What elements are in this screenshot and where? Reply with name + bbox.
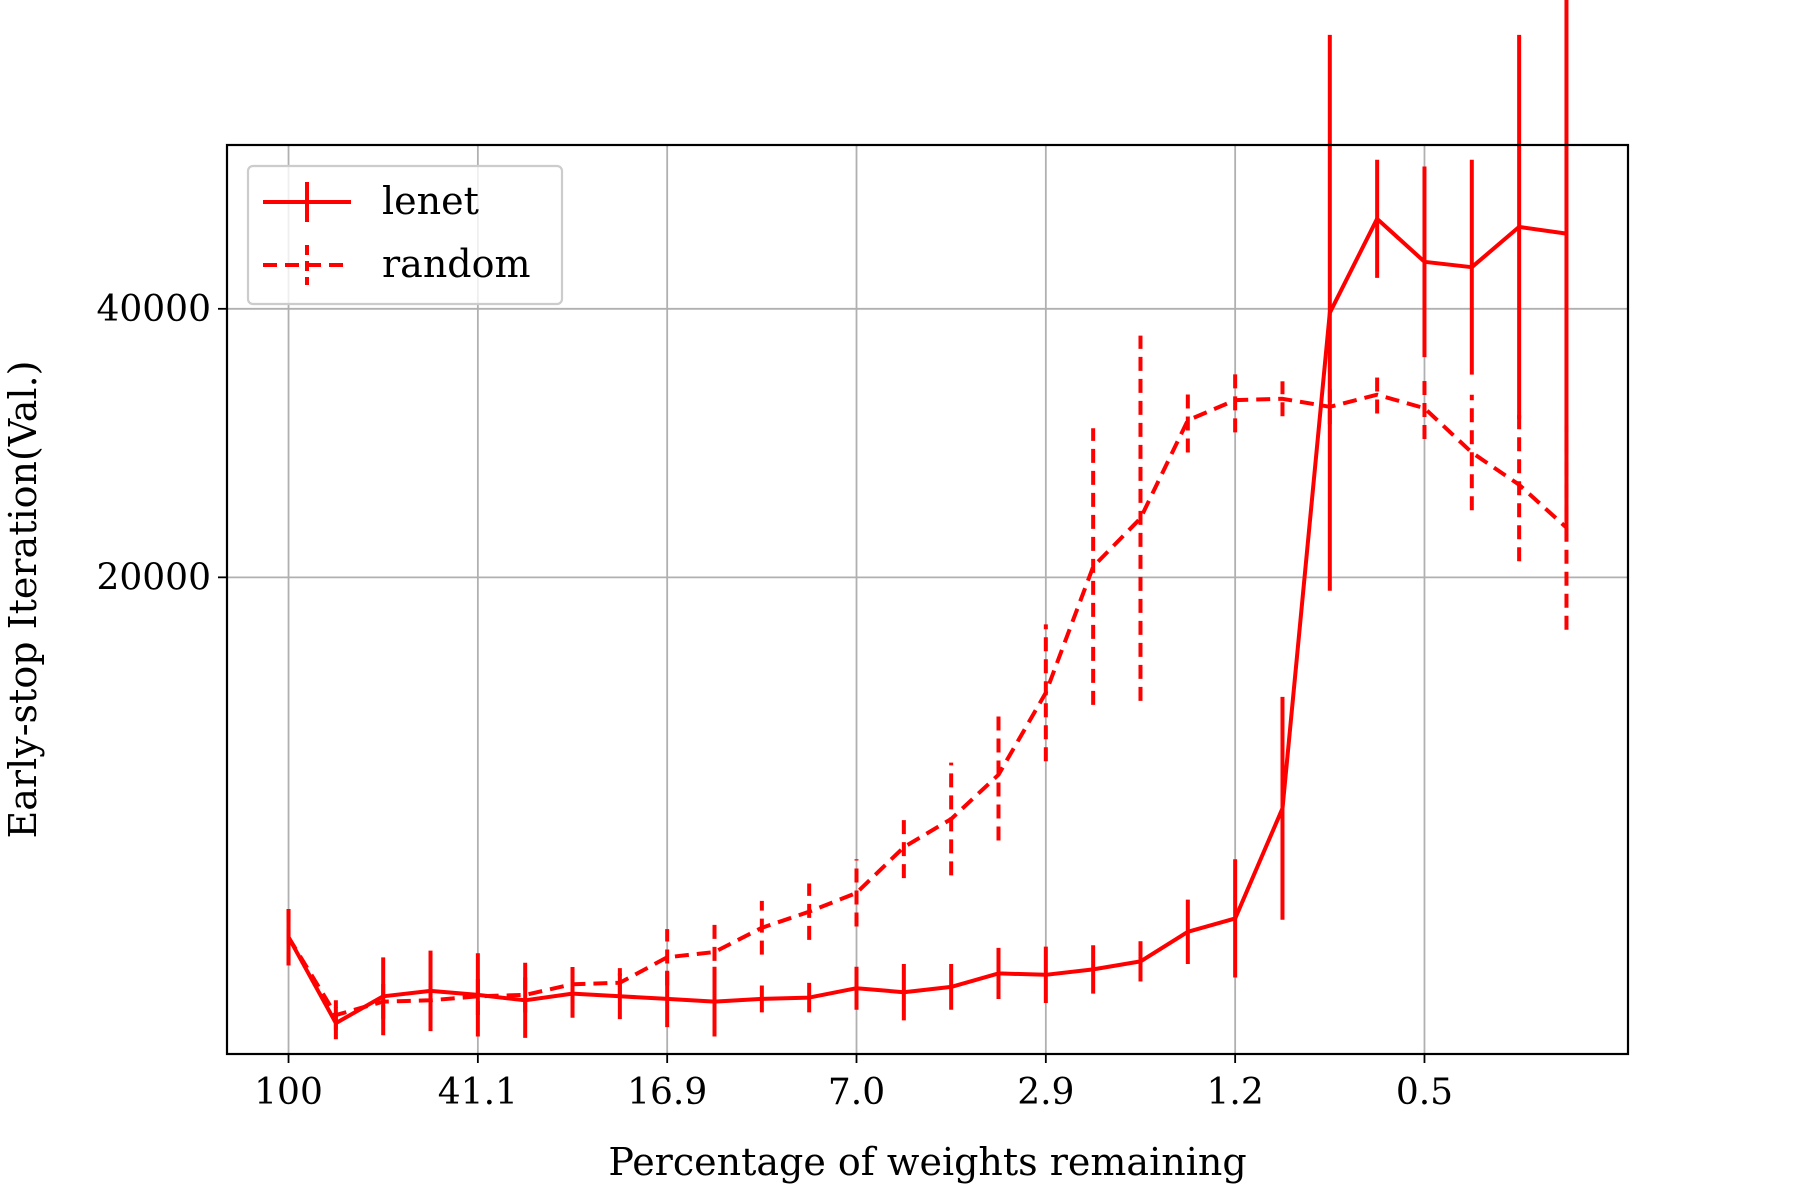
x-tick-label: 7.0 bbox=[828, 1072, 885, 1113]
legend-item-lenet: lenet bbox=[263, 179, 479, 223]
x-tick-label: 0.5 bbox=[1396, 1072, 1453, 1113]
series-random bbox=[286, 335, 1569, 1030]
ticks: 100 41.1 16.9 7.0 2.9 1.2 0.5 20000 40000 bbox=[96, 289, 1453, 1113]
x-axis-title: Percentage of weights remaining bbox=[608, 1140, 1246, 1184]
series-layer bbox=[286, 0, 1569, 1040]
legend-items: lenet random bbox=[263, 179, 531, 286]
line-random bbox=[286, 392, 1568, 1018]
legend-label: lenet bbox=[382, 179, 479, 223]
grid bbox=[227, 145, 1628, 1054]
x-tick-label: 2.9 bbox=[1017, 1072, 1074, 1113]
y-tick-label: 20000 bbox=[96, 557, 211, 598]
legend: lenet random bbox=[246, 164, 564, 306]
x-tick-label: 100 bbox=[254, 1072, 323, 1113]
y-axis-title: Early-stop Iteration(Val.) bbox=[1, 361, 45, 839]
x-tick-label: 16.9 bbox=[627, 1072, 707, 1113]
line-lenet bbox=[286, 216, 1567, 1026]
x-tick-label: 41.1 bbox=[438, 1072, 518, 1113]
legend-label: random bbox=[382, 242, 531, 286]
legend-item-random: random bbox=[263, 242, 531, 286]
y-tick-label: 40000 bbox=[96, 289, 211, 330]
x-tick-label: 1.2 bbox=[1207, 1072, 1264, 1113]
plot-frame bbox=[225, 143, 1630, 1056]
